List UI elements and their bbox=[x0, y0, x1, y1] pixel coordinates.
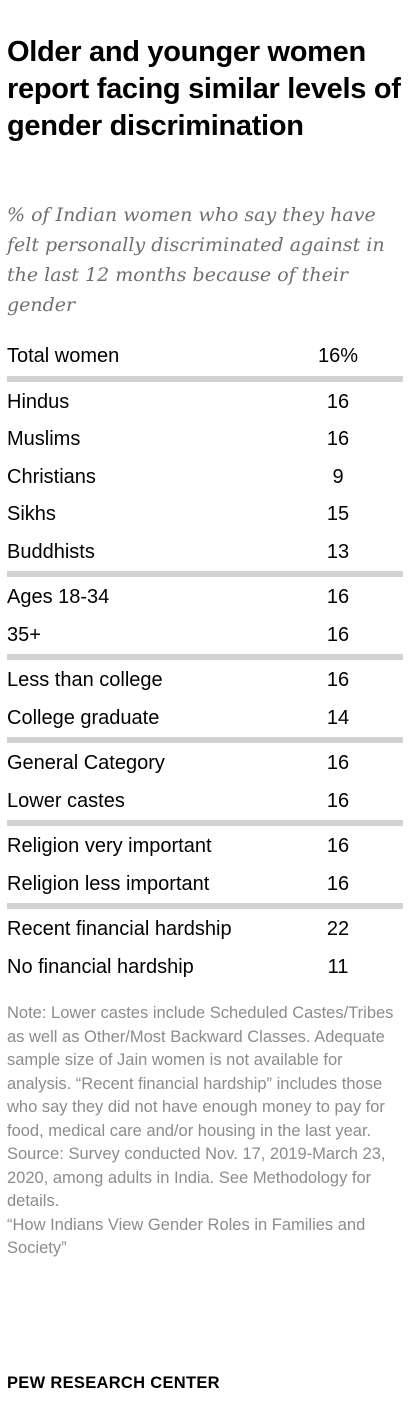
row-label: Hindus bbox=[7, 390, 70, 413]
table-row: Lower castes 16 bbox=[7, 785, 403, 821]
group-separator bbox=[7, 737, 403, 743]
row-label: General Category bbox=[7, 752, 165, 774]
row-label: College graduate bbox=[7, 706, 160, 729]
group-separator bbox=[7, 571, 403, 577]
group-separator bbox=[7, 903, 403, 909]
chart-subtitle: % of Indian women who say they have felt… bbox=[7, 204, 385, 316]
row-value: 16 bbox=[326, 390, 350, 413]
table-row: Buddhists 13 bbox=[7, 536, 403, 572]
chart-title: Older and younger women report facing si… bbox=[7, 36, 401, 142]
row-value: 16 bbox=[326, 586, 350, 608]
row-label: Buddhists bbox=[7, 540, 95, 563]
row-value: 22 bbox=[326, 918, 350, 940]
row-label: Muslims bbox=[7, 428, 81, 450]
row-label: Sikhs bbox=[7, 503, 56, 525]
row-label: Religion less important bbox=[7, 872, 210, 895]
row-label: Religion very important bbox=[7, 835, 212, 857]
row-value: 16 bbox=[326, 789, 350, 812]
row-value: 11 bbox=[327, 955, 349, 978]
row-value: 16 bbox=[326, 623, 350, 646]
row-label: Total women bbox=[7, 345, 120, 367]
row-value: 9 bbox=[332, 465, 344, 488]
row-label: Christians bbox=[7, 465, 96, 488]
row-value: 14 bbox=[326, 706, 350, 729]
group-separator bbox=[7, 820, 403, 826]
table-row: Ages 18-34 16 bbox=[7, 581, 403, 617]
table-row: Religion very important 16 bbox=[7, 830, 403, 866]
row-value: 16 bbox=[326, 428, 350, 450]
table-row: Hindus 16 bbox=[7, 386, 403, 422]
row-label: Lower castes bbox=[7, 789, 125, 812]
row-label: Ages 18-34 bbox=[7, 586, 110, 608]
table-row: Recent financial hardship 22 bbox=[7, 913, 403, 949]
row-label: 35+ bbox=[7, 623, 41, 646]
note-text: Note: Lower castes include Scheduled Cas… bbox=[7, 1004, 394, 1140]
row-value: 16 bbox=[326, 752, 350, 774]
table-row: 35+ 16 bbox=[7, 619, 403, 655]
row-label: Recent financial hardship bbox=[7, 918, 232, 940]
report-title: “How Indians View Gender Roles in Famili… bbox=[7, 1215, 366, 1258]
table-row: Religion less important 16 bbox=[7, 868, 403, 904]
row-label: No financial hardship bbox=[7, 955, 194, 978]
table-row: Less than college 16 bbox=[7, 664, 403, 700]
row-value: 16 bbox=[326, 669, 350, 691]
row-value: 16 bbox=[326, 835, 350, 857]
row-value: 13 bbox=[326, 540, 350, 563]
notes-block: Note: Lower castes include Scheduled Cas… bbox=[7, 1002, 403, 1261]
table-row: General Category 16 bbox=[7, 747, 403, 783]
footer-logo-text: PEW RESEARCH CENTER bbox=[7, 1374, 220, 1392]
row-value: 15 bbox=[326, 503, 350, 525]
table-row: Total women 16% bbox=[7, 340, 403, 376]
group-separator bbox=[7, 654, 403, 660]
table-row: No financial hardship 11 bbox=[7, 951, 403, 987]
table-row: Muslims 16 bbox=[7, 423, 403, 459]
row-value: 16 bbox=[326, 872, 350, 895]
row-label: Less than college bbox=[7, 669, 163, 691]
table-row: College graduate 14 bbox=[7, 702, 403, 738]
table-row: Sikhs 15 bbox=[7, 498, 403, 534]
table-row: Christians 9 bbox=[7, 461, 403, 497]
source-text: Source: Survey conducted Nov. 17, 2019-M… bbox=[7, 1145, 386, 1210]
group-separator bbox=[7, 375, 403, 382]
row-value: 16% bbox=[317, 345, 359, 367]
